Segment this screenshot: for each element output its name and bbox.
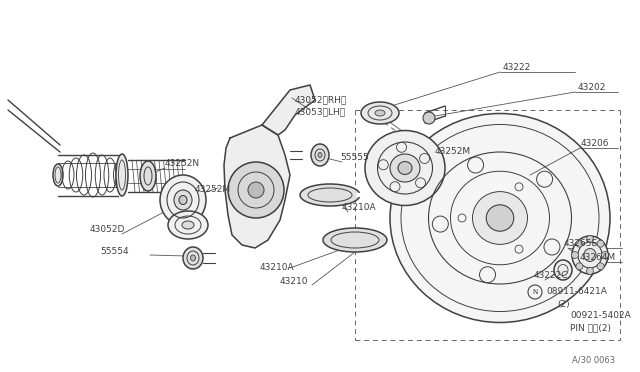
Ellipse shape: [191, 255, 195, 261]
Ellipse shape: [361, 102, 399, 124]
Ellipse shape: [311, 144, 329, 166]
Text: 43210A: 43210A: [260, 263, 294, 273]
Ellipse shape: [390, 113, 610, 323]
Circle shape: [586, 235, 593, 243]
Polygon shape: [262, 85, 315, 135]
Ellipse shape: [486, 205, 514, 231]
Ellipse shape: [323, 228, 387, 252]
Ellipse shape: [390, 154, 420, 182]
Text: 43206: 43206: [581, 140, 609, 148]
Text: PIN ピン(2): PIN ピン(2): [570, 324, 611, 333]
Text: 55554: 55554: [100, 247, 129, 257]
Text: 43202: 43202: [578, 83, 606, 93]
Text: 43210: 43210: [280, 278, 308, 286]
Ellipse shape: [168, 211, 208, 239]
Text: (2): (2): [557, 299, 570, 308]
Text: 00921-5402A: 00921-5402A: [570, 311, 631, 321]
Ellipse shape: [174, 190, 192, 210]
Ellipse shape: [53, 164, 63, 186]
Circle shape: [572, 251, 579, 259]
Ellipse shape: [160, 175, 206, 225]
Ellipse shape: [318, 153, 322, 157]
Ellipse shape: [572, 236, 608, 274]
Text: 43222: 43222: [503, 64, 531, 73]
Circle shape: [576, 263, 583, 270]
Ellipse shape: [140, 161, 156, 191]
Ellipse shape: [182, 221, 194, 229]
Text: 08911-6421A: 08911-6421A: [546, 288, 607, 296]
Circle shape: [228, 162, 284, 218]
Ellipse shape: [554, 260, 572, 280]
Text: 55555: 55555: [340, 154, 369, 163]
Text: 43252M: 43252M: [195, 185, 231, 193]
Text: 43052D: 43052D: [90, 225, 125, 234]
Ellipse shape: [472, 192, 527, 244]
Circle shape: [248, 182, 264, 198]
Ellipse shape: [116, 154, 128, 196]
Text: 43053〈LH〉: 43053〈LH〉: [295, 108, 346, 116]
Circle shape: [586, 267, 593, 275]
Text: 43210A: 43210A: [342, 203, 376, 212]
Text: N: N: [532, 289, 538, 295]
Circle shape: [576, 240, 583, 247]
Ellipse shape: [375, 110, 385, 116]
Text: 43252N: 43252N: [165, 158, 200, 167]
Circle shape: [597, 240, 604, 247]
Ellipse shape: [365, 131, 445, 205]
Circle shape: [597, 263, 604, 270]
Text: 43052〈RH〉: 43052〈RH〉: [295, 96, 348, 105]
Text: A/30 0063: A/30 0063: [572, 356, 615, 365]
Ellipse shape: [179, 196, 187, 205]
Text: 43222C: 43222C: [534, 272, 568, 280]
Text: 43252M: 43252M: [435, 148, 471, 157]
Text: 43264M: 43264M: [580, 253, 616, 263]
Ellipse shape: [183, 247, 203, 269]
Ellipse shape: [584, 248, 596, 262]
Polygon shape: [224, 125, 290, 248]
Ellipse shape: [300, 184, 360, 206]
Circle shape: [602, 251, 609, 259]
Ellipse shape: [398, 161, 412, 174]
Circle shape: [423, 112, 435, 124]
Text: 43265E: 43265E: [564, 238, 598, 247]
